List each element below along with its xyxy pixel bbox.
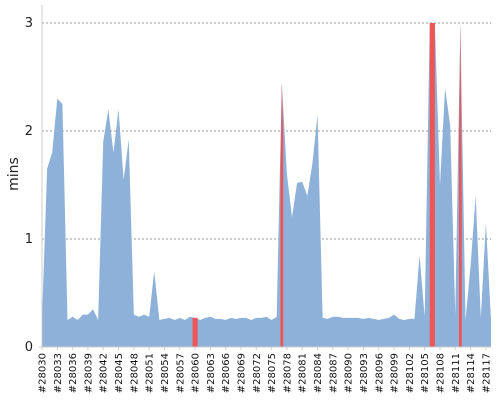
x-tick-label-28072: #28072 (252, 353, 263, 393)
y-tick-label-3: 3 (25, 16, 33, 31)
x-tick-label-28039: #28039 (83, 353, 94, 393)
highlighted-builds (192, 23, 462, 348)
highlight-spike-28112 (458, 23, 462, 347)
x-tick-label-28102: #28102 (405, 353, 416, 393)
x-tick-label-28075: #28075 (267, 353, 278, 393)
y-tick-label-1: 1 (25, 232, 33, 247)
x-tick-label-28063: #28063 (206, 353, 217, 393)
highlight-spike-28077 (280, 82, 284, 348)
x-tick-label-28105: #28105 (420, 353, 431, 393)
x-tick-labels: #28030 #28033 #28036 #28039 #28042 #28045 #280… (38, 347, 492, 393)
x-tick-label-28081: #28081 (298, 353, 309, 393)
x-tick-label-28054: #28054 (160, 353, 171, 393)
y-tick-labels: 0 1 2 3 (25, 16, 33, 355)
x-tick-label-28066: #28066 (221, 353, 232, 393)
y-axis-label: mins (6, 157, 22, 191)
x-tick-label-28108: #28108 (435, 353, 446, 393)
area-series-path (42, 23, 491, 347)
x-tick-label-28045: #28045 (114, 353, 125, 393)
x-tick-label-28069: #28069 (236, 353, 247, 393)
x-tick-label-28060: #28060 (191, 353, 202, 393)
x-tick-label-28033: #28033 (53, 353, 64, 393)
x-tick-label-28042: #28042 (99, 353, 110, 393)
x-tick-label-28036: #28036 (68, 353, 79, 393)
x-tick-label-28114: #28114 (466, 353, 477, 393)
axes (39, 5, 491, 350)
grid-lines (42, 22, 491, 240)
x-tick-label-28030: #28030 (38, 353, 49, 393)
y-tick-label-2: 2 (25, 124, 33, 139)
x-tick-label-28087: #28087 (328, 353, 339, 393)
x-tick-label-28099: #28099 (390, 353, 401, 393)
x-tick-label-28096: #28096 (374, 353, 385, 393)
x-tick-label-28078: #28078 (282, 353, 293, 393)
x-tick-label-28111: #28111 (451, 353, 462, 393)
x-tick-label-28048: #28048 (129, 353, 140, 393)
x-tick-label-28090: #28090 (344, 353, 355, 393)
x-tick-label-28093: #28093 (359, 353, 370, 393)
x-tick-label-28057: #28057 (175, 353, 186, 393)
x-tick-label-28084: #28084 (313, 353, 324, 393)
y-tick-label-0: 0 (25, 340, 33, 355)
highlight-bar-28106 (429, 23, 435, 347)
x-tick-label-28117: #28117 (481, 353, 492, 393)
area-series (42, 23, 491, 347)
x-tick-label-28051: #28051 (145, 353, 156, 393)
highlight-bar-28060 (192, 317, 198, 347)
